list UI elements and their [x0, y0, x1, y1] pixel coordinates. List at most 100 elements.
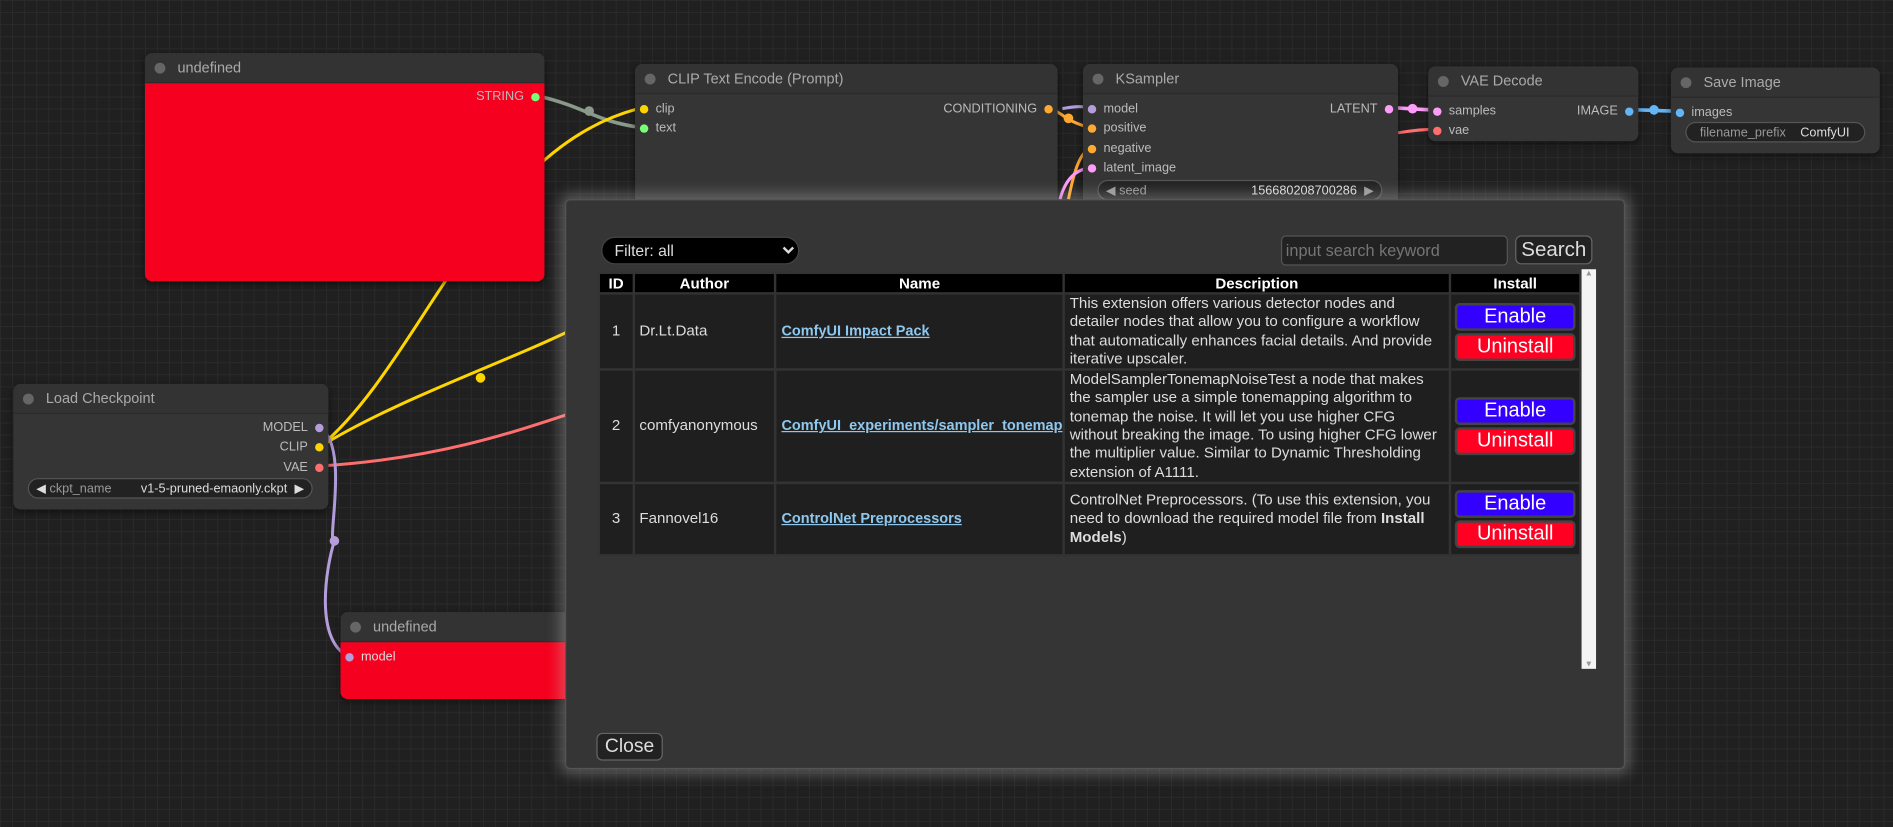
- uninstall-button[interactable]: Uninstall: [1454, 332, 1576, 361]
- filter-select[interactable]: Filter: all: [601, 236, 800, 265]
- slot-dot-icon[interactable]: [315, 462, 324, 472]
- slot-dot-icon[interactable]: [1087, 163, 1097, 173]
- widget-value: ComfyUI: [1800, 124, 1850, 140]
- input-samples[interactable]: samples: [1433, 104, 1496, 118]
- input-clip[interactable]: clip: [639, 101, 675, 116]
- column-header-install: Install: [1448, 271, 1582, 295]
- arrow-right-icon[interactable]: ▶: [1364, 182, 1374, 198]
- search-input[interactable]: [1280, 235, 1508, 266]
- slot-dot-icon[interactable]: [531, 92, 540, 101]
- slot-label: LATENT: [1329, 101, 1378, 116]
- node-undefined-string[interactable]: undefined STRING: [144, 53, 545, 282]
- row-description: ControlNet Preprocessors. (To use this e…: [1062, 481, 1452, 557]
- scroll-up-icon[interactable]: ▲: [1584, 269, 1593, 278]
- enable-button[interactable]: Enable: [1454, 302, 1576, 331]
- output-image[interactable]: IMAGE: [1577, 104, 1634, 118]
- slot-dot-icon[interactable]: [1433, 126, 1442, 135]
- custom-nodes-manager-dialog: Filter: all Search ID Author Name Descri…: [565, 199, 1626, 770]
- extension-link[interactable]: ComfyUI Impact Pack: [781, 322, 930, 340]
- slot-dot-icon[interactable]: [1044, 104, 1053, 113]
- slot-dot-icon[interactable]: [1433, 106, 1442, 116]
- slot-label: clip: [655, 101, 675, 116]
- widget-label: filename_prefix: [1699, 124, 1786, 140]
- seed-widget[interactable]: ◀ seed 156680208700286 ▶: [1097, 179, 1383, 201]
- collapse-dot-icon[interactable]: [350, 621, 361, 633]
- description-text: ): [1121, 528, 1127, 546]
- ckpt-name-widget[interactable]: ◀ ckpt_name v1-5-pruned-emaonly.ckpt ▶: [27, 478, 313, 499]
- output-string[interactable]: STRING: [476, 89, 540, 104]
- row-id: 3: [597, 481, 635, 557]
- output-clip[interactable]: CLIP: [280, 439, 324, 454]
- slot-label: model: [1103, 101, 1139, 116]
- node-title: undefined: [177, 59, 242, 77]
- node-load-checkpoint[interactable]: Load Checkpoint MODEL CLIP VAE ◀ ckpt_na…: [13, 383, 329, 510]
- output-conditioning[interactable]: CONDITIONING: [943, 101, 1053, 116]
- slot-dot-icon[interactable]: [315, 442, 324, 451]
- description-text: ControlNet Preprocessors. (To use this e…: [1069, 491, 1431, 527]
- extension-link[interactable]: ComfyUI_experiments/sampler_tonemap: [781, 417, 1063, 434]
- search-button[interactable]: Search: [1515, 235, 1593, 265]
- collapse-dot-icon[interactable]: [22, 392, 34, 404]
- slot-label: images: [1691, 105, 1733, 120]
- input-images[interactable]: images: [1675, 105, 1733, 120]
- uninstall-button[interactable]: Uninstall: [1454, 427, 1576, 456]
- collapse-dot-icon[interactable]: [154, 62, 166, 74]
- enable-button[interactable]: Enable: [1454, 397, 1576, 426]
- slot-label: text: [655, 120, 677, 136]
- collapse-dot-icon[interactable]: [1092, 73, 1104, 84]
- scroll-down-icon[interactable]: ▼: [1584, 660, 1593, 669]
- node-title: Load Checkpoint: [45, 389, 155, 407]
- column-header-id: ID: [597, 271, 635, 295]
- uninstall-button[interactable]: Uninstall: [1454, 520, 1576, 549]
- slot-dot-icon[interactable]: [639, 104, 649, 113]
- slot-dot-icon[interactable]: [1087, 123, 1097, 133]
- input-latent-image[interactable]: latent_image: [1087, 161, 1176, 175]
- slot-dot-icon[interactable]: [1625, 106, 1634, 116]
- input-vae[interactable]: vae: [1433, 123, 1469, 138]
- node-save-image[interactable]: Save Image images filename_prefix ComfyUI: [1670, 67, 1880, 154]
- widget-label: seed: [1119, 182, 1147, 198]
- table-row: 2 comfyanonymous ComfyUI_experiments/sam…: [597, 368, 1582, 485]
- slot-dot-icon[interactable]: [1384, 104, 1394, 113]
- input-model[interactable]: model: [1087, 101, 1139, 116]
- enable-button[interactable]: Enable: [1454, 490, 1576, 518]
- slot-label: VAE: [283, 459, 308, 475]
- row-author: comfyanonymous: [632, 368, 777, 485]
- slot-dot-icon[interactable]: [1087, 144, 1097, 153]
- input-text[interactable]: text: [639, 120, 677, 136]
- arrow-left-icon[interactable]: ◀: [36, 481, 50, 496]
- output-vae[interactable]: VAE: [283, 459, 324, 475]
- row-description: This extension offers various detector n…: [1062, 292, 1452, 371]
- extensions-table: ID Author Name Description Install 1 Dr.…: [597, 271, 1582, 557]
- slot-dot-icon[interactable]: [315, 423, 324, 432]
- arrow-right-icon[interactable]: ▶: [294, 481, 305, 496]
- table-scrollbar[interactable]: ▲ ▼: [1581, 269, 1597, 669]
- close-button[interactable]: Close: [596, 732, 663, 761]
- slot-dot-icon[interactable]: [1675, 108, 1685, 117]
- row-author: Fannovel16: [632, 481, 777, 557]
- input-model[interactable]: model: [345, 649, 396, 665]
- collapse-dot-icon[interactable]: [644, 73, 656, 84]
- collapse-dot-icon[interactable]: [1437, 75, 1449, 87]
- extension-link[interactable]: ControlNet Preprocessors: [781, 509, 962, 527]
- input-negative[interactable]: negative: [1087, 141, 1151, 156]
- slot-label: model: [360, 649, 396, 665]
- widget-label: ckpt_name: [49, 481, 112, 496]
- filename-prefix-widget[interactable]: filename_prefix ComfyUI: [1685, 121, 1866, 143]
- node-title: KSampler: [1115, 70, 1180, 87]
- slot-dot-icon[interactable]: [345, 652, 354, 661]
- slot-label: MODEL: [262, 420, 308, 435]
- slot-dot-icon[interactable]: [1087, 104, 1097, 113]
- output-latent[interactable]: LATENT: [1329, 101, 1394, 116]
- collapse-dot-icon[interactable]: [1680, 76, 1692, 88]
- output-model[interactable]: MODEL: [262, 420, 324, 435]
- column-header-description: Description: [1062, 271, 1452, 295]
- arrow-left-icon[interactable]: ◀: [1105, 182, 1120, 198]
- slot-label: CONDITIONING: [943, 101, 1038, 116]
- row-author: Dr.Lt.Data: [632, 292, 777, 371]
- node-undefined-model[interactable]: undefined model: [340, 612, 582, 700]
- input-positive[interactable]: positive: [1087, 121, 1146, 135]
- slot-dot-icon[interactable]: [639, 123, 649, 133]
- node-vae-decode[interactable]: VAE Decode samples vae IMAGE: [1428, 66, 1639, 142]
